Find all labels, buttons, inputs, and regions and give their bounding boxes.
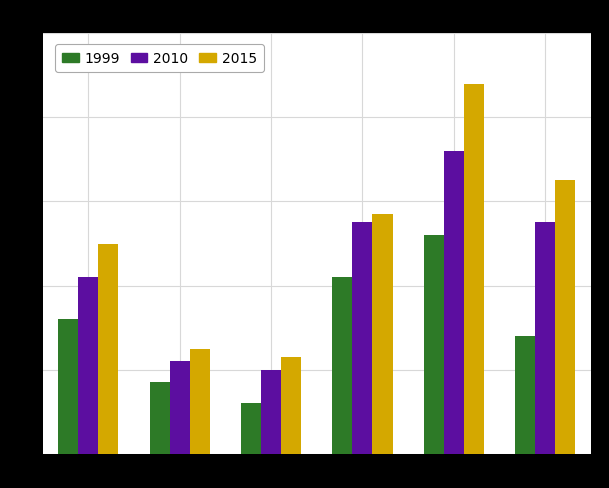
Bar: [169, 362, 190, 454]
Bar: [333, 278, 352, 454]
Bar: [373, 215, 393, 454]
Bar: [463, 84, 484, 454]
Bar: [443, 152, 464, 454]
Bar: [241, 404, 261, 454]
Bar: [150, 383, 169, 454]
Bar: [515, 336, 535, 454]
Bar: [99, 244, 118, 454]
Bar: [423, 236, 443, 454]
Bar: [352, 223, 373, 454]
Bar: [261, 370, 281, 454]
Bar: [535, 223, 555, 454]
Bar: [58, 320, 78, 454]
Bar: [78, 278, 98, 454]
Bar: [190, 349, 209, 454]
Bar: [281, 357, 301, 454]
Bar: [555, 181, 575, 454]
Legend: 1999, 2010, 2015: 1999, 2010, 2015: [55, 45, 264, 73]
